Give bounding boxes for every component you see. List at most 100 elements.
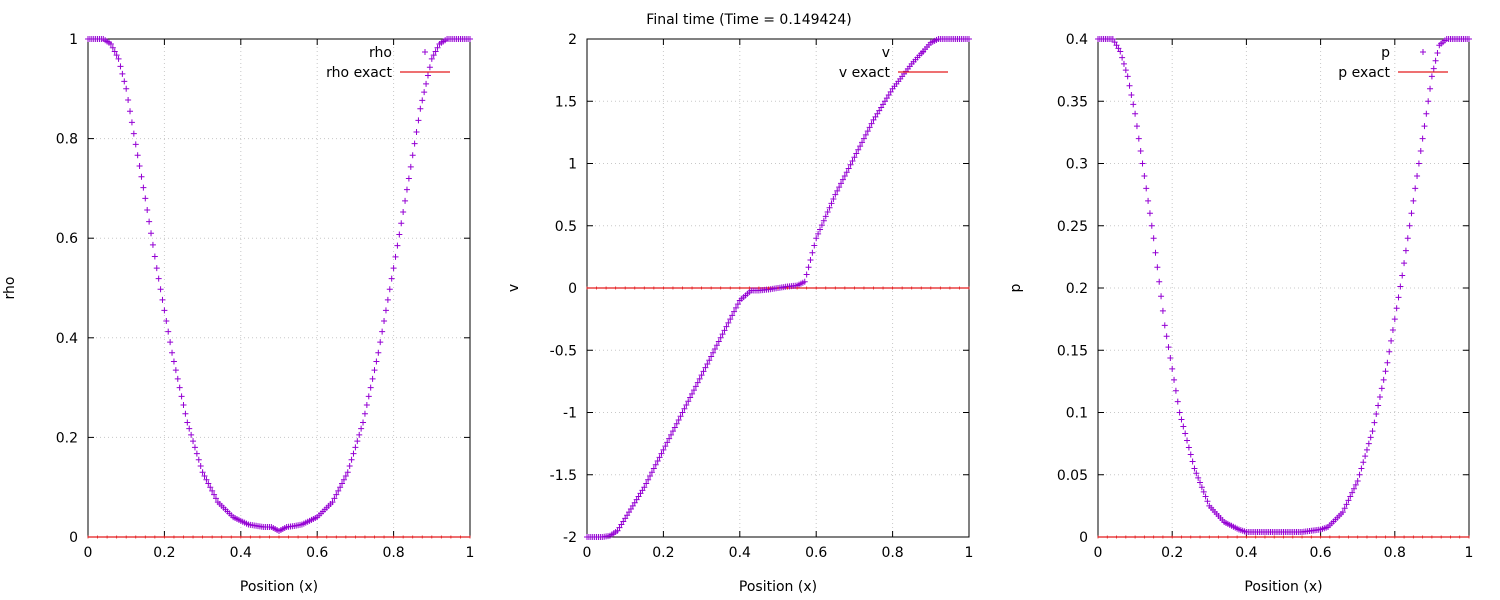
data-point: [1128, 92, 1135, 99]
y-tick-label: 0.2: [56, 430, 78, 446]
data-point: [1401, 260, 1408, 267]
data-point: [333, 491, 340, 498]
data-point: [1412, 185, 1419, 192]
data-point: [645, 476, 652, 483]
data-point: [388, 275, 395, 282]
data-point: [641, 484, 648, 491]
data-point: [704, 360, 711, 367]
data-point: [1161, 322, 1168, 329]
y-tick-label: -0.5: [550, 343, 577, 359]
x-tick-label: 1: [1465, 545, 1474, 561]
data-point: [342, 472, 349, 479]
data-point: [1432, 57, 1439, 64]
data-point: [125, 97, 132, 104]
data-point: [339, 480, 346, 487]
data-point: [392, 253, 399, 260]
data-point: [876, 107, 883, 114]
y-tick-label: 0.8: [56, 132, 78, 148]
x-tick-label: 0.4: [729, 545, 751, 561]
data-point: [205, 480, 212, 487]
data-point: [390, 265, 397, 272]
data-point: [1133, 123, 1140, 130]
data-point: [1191, 465, 1198, 472]
data-point: [1163, 333, 1170, 340]
x-tick-label: 0: [583, 545, 592, 561]
y-tick-label: 1: [69, 32, 78, 48]
data-point: [1122, 67, 1129, 74]
data-point: [1204, 498, 1211, 505]
y-tick-label: 0.3: [1066, 157, 1088, 173]
y-tick-label: 0.6: [56, 231, 78, 247]
data-point: [411, 140, 418, 147]
data-point: [700, 368, 707, 375]
data-point: [1193, 470, 1200, 477]
data-point: [138, 173, 145, 180]
data-point: [732, 304, 739, 311]
data-point: [1402, 247, 1409, 254]
data-point: [643, 480, 650, 487]
data-point: [834, 187, 841, 194]
data-point: [809, 249, 816, 256]
data-point: [174, 375, 181, 382]
y-axis-label: rho: [2, 277, 18, 300]
data-point: [824, 209, 831, 216]
data-point: [1176, 409, 1183, 416]
data-point: [727, 316, 734, 323]
y-tick-label: 0.4: [1066, 32, 1088, 48]
data-point: [423, 80, 430, 87]
data-point: [149, 241, 156, 248]
data-point: [1397, 283, 1404, 290]
data-point: [1352, 481, 1359, 488]
data-point: [432, 48, 439, 55]
data-point: [1132, 110, 1139, 117]
data-point: [639, 487, 646, 494]
data-point: [1182, 430, 1189, 437]
data-point: [190, 438, 197, 445]
data-point: [107, 40, 114, 47]
y-tick-label: 0: [69, 530, 78, 546]
data-point: [662, 443, 669, 450]
data-point: [822, 213, 829, 220]
data-point: [209, 487, 216, 494]
data-point: [1376, 393, 1383, 400]
data-point: [365, 393, 372, 400]
y-axis-label: p: [1008, 283, 1024, 292]
data-point: [1195, 474, 1202, 481]
legend-label: v: [882, 45, 890, 61]
data-point: [381, 317, 388, 324]
x-tick-label: 0.2: [1161, 545, 1183, 561]
data-point: [1171, 376, 1178, 383]
data-point: [694, 379, 701, 386]
data-point: [1408, 210, 1415, 217]
data-point: [666, 435, 673, 442]
data-point: [1119, 54, 1126, 61]
y-tick-label: 2: [568, 32, 577, 48]
data-point: [1202, 493, 1209, 500]
data-point: [201, 472, 208, 479]
data-point: [698, 372, 705, 379]
data-point: [673, 420, 680, 427]
y-tick-label: 0: [1079, 530, 1088, 546]
data-point: [708, 353, 715, 360]
data-point: [123, 85, 130, 92]
data-point: [212, 495, 219, 502]
figure-title: Final time (Time = 0.149424): [646, 12, 851, 28]
data-point: [144, 206, 151, 213]
data-point: [394, 242, 401, 249]
data-point: [1159, 307, 1166, 314]
data-point: [403, 186, 410, 193]
data-point: [687, 394, 694, 401]
data-point: [109, 44, 116, 51]
data-point: [371, 367, 378, 374]
data-point: [1197, 479, 1204, 486]
data-point: [163, 317, 170, 324]
data-point: [467, 36, 473, 42]
data-point: [188, 431, 195, 438]
data-point: [176, 384, 183, 391]
data-point: [197, 463, 204, 470]
data-point: [148, 230, 155, 237]
data-point: [402, 197, 409, 204]
data-point: [815, 230, 822, 237]
data-point: [715, 338, 722, 345]
data-point: [193, 450, 200, 457]
